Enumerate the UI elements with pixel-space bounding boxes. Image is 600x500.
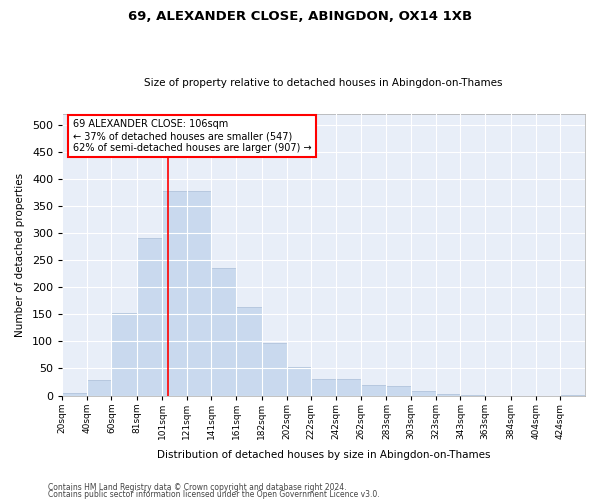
Bar [436,394,460,396]
Bar [336,380,361,396]
Bar [311,380,336,396]
Bar [162,190,187,396]
Title: Size of property relative to detached houses in Abingdon-on-Thames: Size of property relative to detached ho… [144,78,503,88]
Bar [411,391,436,396]
Bar [87,380,112,396]
Bar [236,307,262,396]
Bar [211,268,236,396]
Bar [460,395,485,396]
Text: Contains public sector information licensed under the Open Government Licence v3: Contains public sector information licen… [48,490,380,499]
Bar [262,343,287,396]
Text: 69 ALEXANDER CLOSE: 106sqm
← 37% of detached houses are smaller (547)
62% of sem: 69 ALEXANDER CLOSE: 106sqm ← 37% of deta… [73,120,311,152]
Bar [137,238,162,396]
Bar [361,384,386,396]
Bar [112,313,137,396]
Text: Contains HM Land Registry data © Crown copyright and database right 2024.: Contains HM Land Registry data © Crown c… [48,484,347,492]
Y-axis label: Number of detached properties: Number of detached properties [15,172,25,336]
Bar [62,393,87,396]
Text: 69, ALEXANDER CLOSE, ABINGDON, OX14 1XB: 69, ALEXANDER CLOSE, ABINGDON, OX14 1XB [128,10,472,23]
Bar [187,190,211,396]
Bar [560,395,585,396]
Bar [386,386,411,396]
Bar [287,368,311,396]
X-axis label: Distribution of detached houses by size in Abingdon-on-Thames: Distribution of detached houses by size … [157,450,490,460]
